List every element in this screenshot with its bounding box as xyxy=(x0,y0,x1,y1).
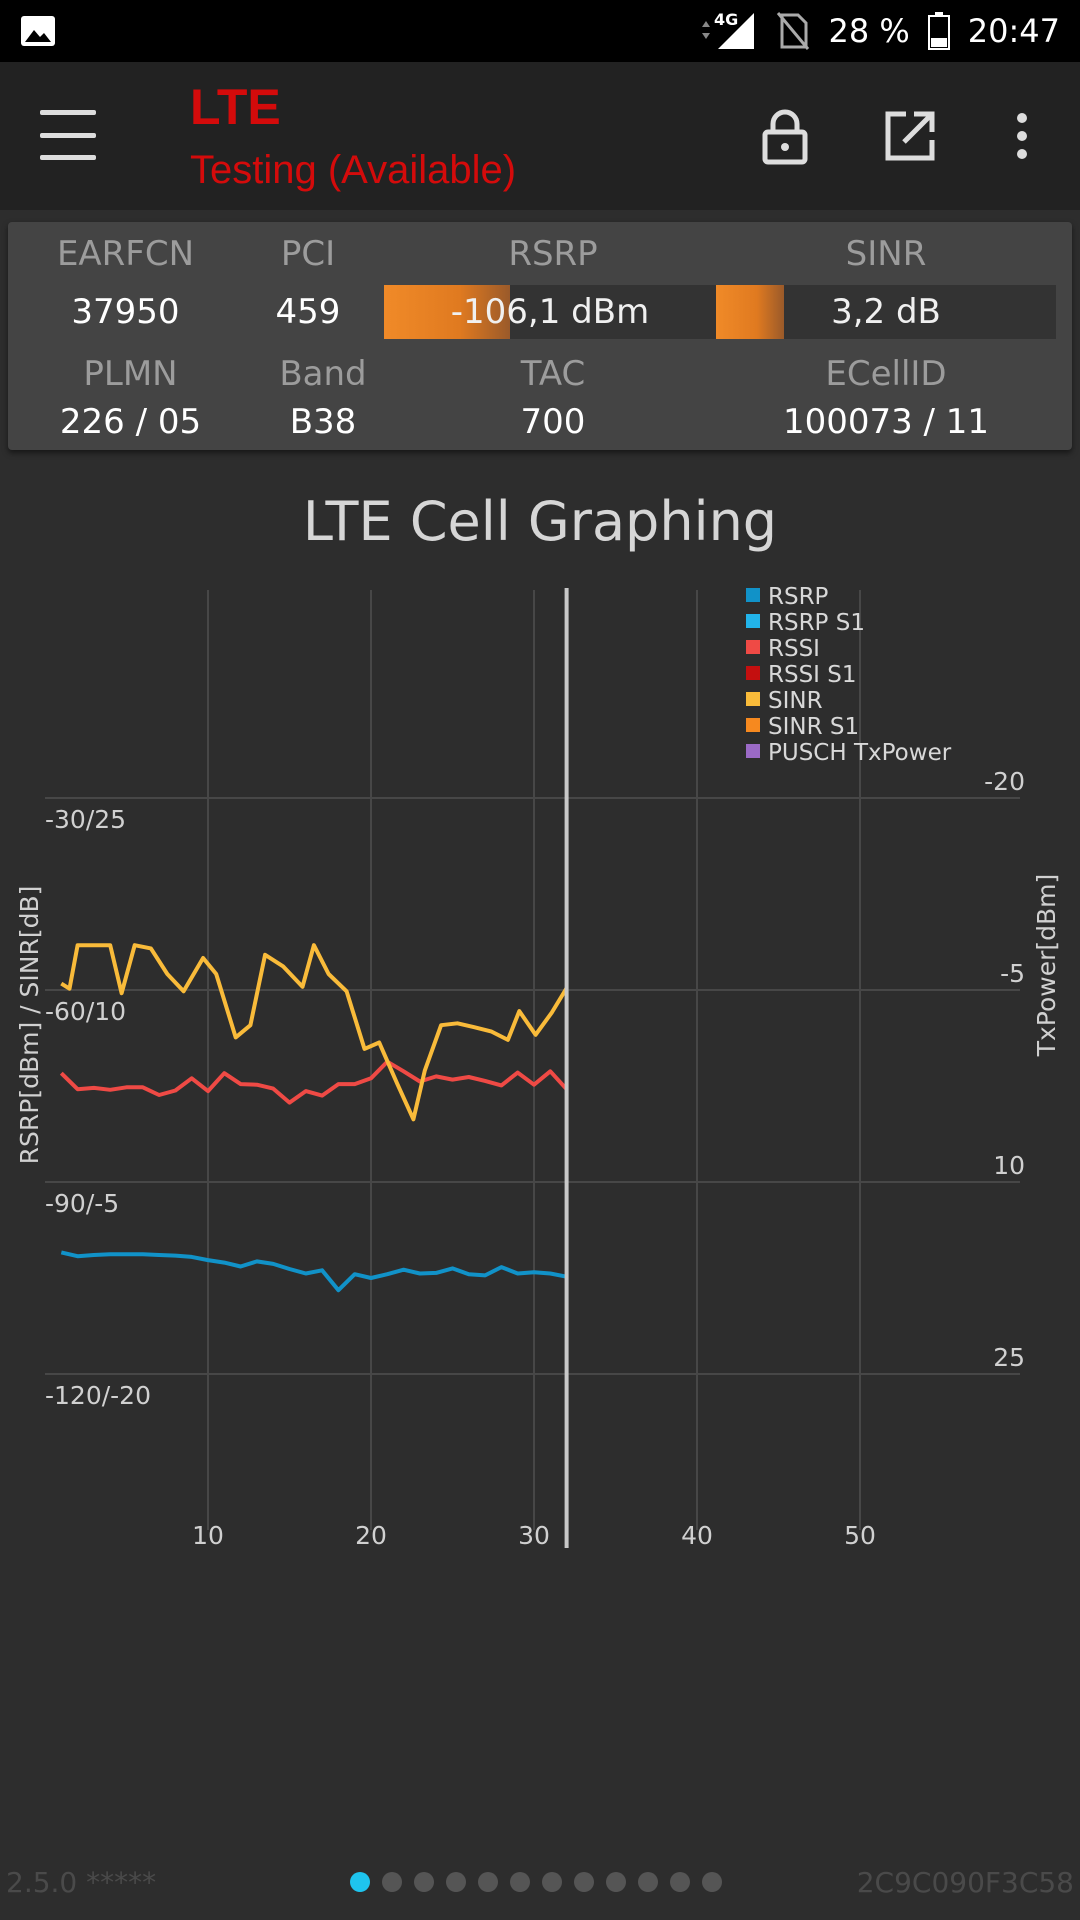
plmn-value: 226 / 05 xyxy=(59,402,202,442)
page-dot[interactable] xyxy=(510,1872,530,1892)
plmn-label: PLMN xyxy=(83,354,178,394)
device-id: 2C9C090F3C58 xyxy=(856,1866,1074,1899)
pci-value: 459 xyxy=(275,292,341,332)
open-external-icon[interactable] xyxy=(880,106,940,166)
y-tick-label: -60/10 xyxy=(45,997,126,1026)
sinr-value: 3,2 dB xyxy=(831,292,941,332)
y2-axis-label: TxPower[dBm] xyxy=(1032,874,1061,1058)
battery-percent: 28 % xyxy=(828,12,910,50)
network-type-text: 4G xyxy=(714,11,738,29)
gallery-notification-icon xyxy=(20,15,56,47)
clock: 20:47 xyxy=(967,12,1060,50)
page-dot[interactable] xyxy=(606,1872,626,1892)
tac-label: TAC xyxy=(520,354,586,394)
page-dot[interactable] xyxy=(350,1872,370,1892)
legend-entry: PUSCH TxPower xyxy=(768,740,952,766)
legend-entry: RSRP xyxy=(768,584,829,610)
pci-label: PCI xyxy=(280,234,336,274)
earfcn-label: EARFCN xyxy=(56,234,195,274)
series-line-rssi xyxy=(59,1059,569,1105)
rsrp-label: RSRP xyxy=(508,234,598,274)
earfcn-value: 37950 xyxy=(71,292,180,332)
series-line-rsrp xyxy=(60,1250,567,1293)
y2-tick-label: -5 xyxy=(1000,959,1025,988)
legend-swatch xyxy=(746,640,760,654)
x-tick-label: 40 xyxy=(681,1521,713,1550)
rsrp-meter-fill xyxy=(384,285,511,339)
rsrp-meter: -106,1 dBm xyxy=(384,285,716,339)
x-tick-label: 30 xyxy=(518,1521,550,1550)
legend-entry: SINR S1 xyxy=(768,714,859,740)
page-dot[interactable] xyxy=(574,1872,594,1892)
page-dot[interactable] xyxy=(382,1872,402,1892)
app-version: 2.5.0 ***** xyxy=(6,1866,157,1899)
menu-icon[interactable] xyxy=(40,110,96,160)
y2-tick-label: 10 xyxy=(993,1151,1025,1180)
legend-swatch xyxy=(746,614,760,628)
page-dot[interactable] xyxy=(542,1872,562,1892)
legend-swatch xyxy=(746,666,760,680)
band-label: Band xyxy=(279,354,367,394)
sinr-label: SINR xyxy=(845,234,927,274)
lte-cell-chart[interactable]: -30/25 -20 -60/10 -5 -90/-5 10 -120/-20 25 10 20 3… xyxy=(0,580,1080,1560)
y-tick-label: -120/-20 xyxy=(45,1381,151,1410)
y2-tick-label: -20 xyxy=(984,767,1025,796)
y-axis-label: RSRP[dBm] / SINR[dB] xyxy=(15,886,44,1165)
legend-swatch xyxy=(746,744,760,758)
series-line-sinr xyxy=(60,943,569,1122)
cell-info-panel: EARFCN PCI RSRP SINR 37950 459 -106,1 dB… xyxy=(8,222,1072,450)
x-tick-label: 10 xyxy=(192,1521,224,1550)
page-dot[interactable] xyxy=(414,1872,434,1892)
legend-swatch xyxy=(746,588,760,602)
legend-swatch xyxy=(746,718,760,732)
app-subtitle: Testing (Available) xyxy=(190,148,517,192)
legend-entry: SINR xyxy=(768,688,823,714)
y2-tick-label: 25 xyxy=(993,1343,1025,1372)
ecellid-label: ECellID xyxy=(825,354,947,394)
page-dot[interactable] xyxy=(478,1872,498,1892)
rsrp-value: -106,1 dBm xyxy=(450,292,650,332)
status-bar: 4G 28 % 20:47 xyxy=(0,0,1080,62)
x-tick-label: 20 xyxy=(355,1521,387,1550)
tac-value: 700 xyxy=(520,402,586,442)
page-indicator[interactable] xyxy=(350,1872,722,1892)
lock-icon[interactable] xyxy=(755,106,815,166)
battery-icon xyxy=(927,12,950,50)
y-tick-label: -90/-5 xyxy=(45,1189,119,1218)
sinr-meter: 3,2 dB xyxy=(716,285,1056,339)
signal-4g-icon: 4G xyxy=(696,11,758,51)
app-bar: LTE Testing (Available) xyxy=(0,62,1080,210)
page-dot[interactable] xyxy=(670,1872,690,1892)
legend-entry: RSSI xyxy=(768,636,820,662)
ecellid-value: 100073 / 11 xyxy=(782,402,990,442)
band-value: B38 xyxy=(289,402,357,442)
page-dot[interactable] xyxy=(638,1872,658,1892)
no-sim-icon xyxy=(776,11,810,51)
more-vert-icon[interactable] xyxy=(1000,106,1040,166)
sinr-meter-fill xyxy=(716,285,784,339)
legend-entry: RSSI S1 xyxy=(768,662,857,688)
page-dot[interactable] xyxy=(446,1872,466,1892)
legend-swatch xyxy=(746,692,760,706)
y-tick-label: -30/25 xyxy=(45,805,126,834)
page-dot[interactable] xyxy=(702,1872,722,1892)
x-tick-label: 50 xyxy=(844,1521,876,1550)
graph-title: LTE Cell Graphing xyxy=(302,490,778,553)
app-title: LTE xyxy=(190,79,281,135)
legend-entry: RSRP S1 xyxy=(768,610,865,636)
